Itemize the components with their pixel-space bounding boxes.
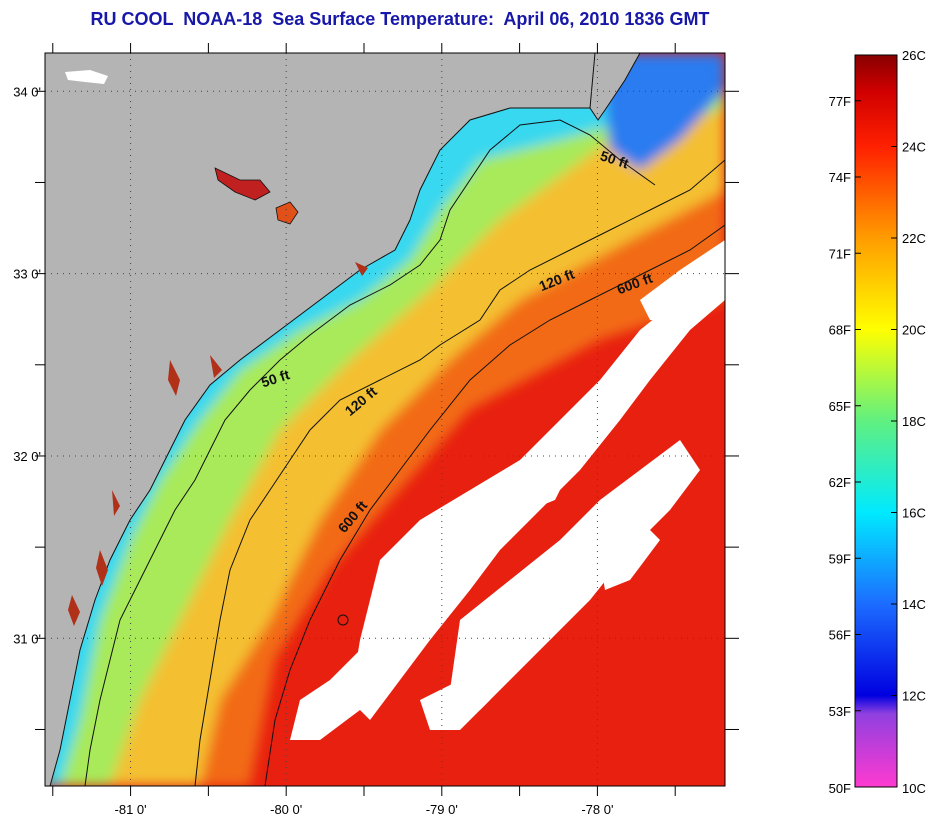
lat-tick-label: 32 0'	[13, 449, 41, 464]
axis-labels: -81 0' -80 0' -79 0' -78 0' 34 0' 33 0' 32 0' 3…	[13, 84, 613, 817]
colorbar-c-label: 12C	[902, 689, 926, 704]
colorbar-c-label: 14C	[902, 597, 926, 612]
bathymetry-contours	[84, 119, 725, 786]
colorbar-f-label: 50F	[829, 781, 851, 796]
colorbar-c-label: 26C	[902, 48, 926, 63]
colorbar-f-label: 71F	[829, 246, 851, 261]
colorbar-c-label: 10C	[902, 781, 926, 796]
lat-tick-label: 34 0'	[13, 84, 41, 99]
colorbar: 26C 24C 22C 20C 18C 16C 14C 12C 10C 77F 74F 71F 68F 6…	[829, 48, 926, 796]
axis-ticks	[35, 43, 739, 796]
colorbar-f-label: 77F	[829, 94, 851, 109]
colorbar-gradient	[854, 54, 898, 788]
lon-tick-label: -81 0'	[115, 802, 147, 817]
lon-tick-label: -78 0'	[581, 802, 613, 817]
colorbar-c-label: 22C	[902, 231, 926, 246]
chart-title: RU COOL NOAA-18 Sea Surface Temperature:…	[90, 9, 710, 29]
colorbar-c-label: 16C	[902, 506, 926, 521]
lat-tick-label: 31 0'	[13, 631, 41, 646]
colorbar-c-label: 24C	[902, 140, 926, 155]
coastline-land	[45, 53, 601, 786]
colorbar-f-label: 53F	[829, 704, 851, 719]
colorbar-c-label: 20C	[902, 323, 926, 338]
colorbar-labels: 26C 24C 22C 20C 18C 16C 14C 12C 10C 77F 74F 71F 68F 6…	[829, 48, 926, 796]
inland-lake-2	[275, 201, 299, 225]
map-frame	[44, 52, 726, 787]
colorbar-f-label: 62F	[829, 475, 851, 490]
map-grid	[45, 53, 725, 786]
lat-tick-label: 33 0'	[13, 267, 41, 282]
contour-600ft	[264, 224, 725, 786]
inland-lake-1	[214, 167, 271, 201]
cloud-cover	[290, 240, 725, 740]
colorbar-f-label: 65F	[829, 399, 851, 414]
colorbar-f-label: 59F	[829, 551, 851, 566]
colorbar-f-label: 68F	[829, 323, 851, 338]
lon-tick-label: -80 0'	[270, 802, 302, 817]
colorbar-ticks	[855, 100, 897, 712]
ocean-cold-patch	[600, 53, 725, 170]
contour-120ft	[194, 159, 725, 786]
colorbar-c-label: 18C	[902, 414, 926, 429]
contour-50ft	[84, 119, 656, 786]
colorbar-f-label: 74F	[829, 170, 851, 185]
estuary-marks	[68, 262, 368, 626]
cape-fear-land	[589, 53, 641, 121]
contour-seamount	[337, 614, 349, 626]
lon-tick-label: -79 0'	[426, 802, 458, 817]
inland-lake-3	[65, 70, 108, 84]
colorbar-f-label: 56F	[829, 628, 851, 643]
